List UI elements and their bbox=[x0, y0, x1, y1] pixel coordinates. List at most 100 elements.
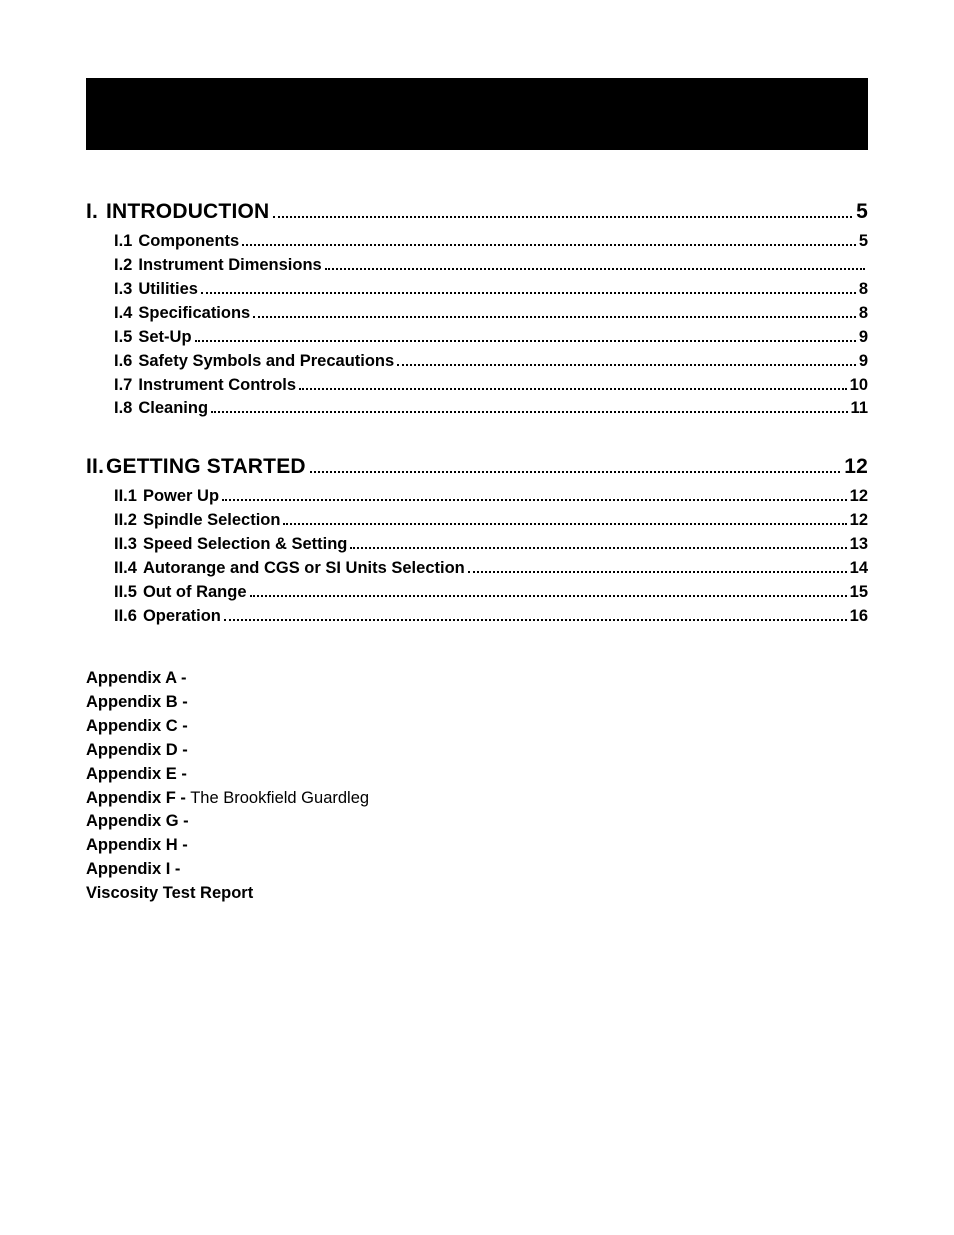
sub-item-title: Utilities bbox=[138, 278, 198, 302]
toc-sub-item: II.4Autorange and CGS or SI Units Select… bbox=[114, 557, 868, 581]
sub-item-title: Speed Selection & Setting bbox=[143, 533, 347, 557]
sub-item-page-number: 9 bbox=[859, 350, 868, 374]
sub-item-number: I.3 bbox=[114, 278, 132, 302]
leader-dots bbox=[222, 499, 847, 501]
table-of-contents: I. INTRODUCTION5 I.1 Components 5 I.2 Instrum… bbox=[86, 200, 868, 629]
sub-item-number: II.6 bbox=[114, 605, 137, 629]
sub-item-number: I.1 bbox=[114, 230, 132, 254]
appendix-label: Appendix G - bbox=[86, 812, 189, 830]
section-page-number: 5 bbox=[856, 200, 868, 224]
sub-item-number: I.5 bbox=[114, 326, 132, 350]
appendix-item: Appendix F - The Brookfield Guardleg bbox=[86, 787, 868, 811]
section-number: I. bbox=[86, 200, 106, 224]
sub-item-number: II.5 bbox=[114, 581, 137, 605]
leader-dots bbox=[211, 411, 848, 413]
leader-dots bbox=[273, 216, 852, 218]
appendix-item: Appendix I - bbox=[86, 858, 868, 882]
toc-section: I. INTRODUCTION5 I.1 Components 5 I.2 Instrum… bbox=[86, 200, 868, 421]
appendix-item: Viscosity Test Report bbox=[86, 882, 868, 906]
sub-item-title: Specifications bbox=[138, 302, 250, 326]
appendix-label: Appendix C - bbox=[86, 717, 188, 735]
toc-sub-list: II.1Power Up12II.2Spindle Selection12II.… bbox=[86, 485, 868, 629]
toc-sub-item: I.5Set-Up9 bbox=[114, 326, 868, 350]
leader-dots bbox=[242, 244, 856, 246]
toc-sub-item: II.5 Out of Range 15 bbox=[114, 581, 868, 605]
sub-item-page-number: 13 bbox=[850, 533, 868, 557]
toc-sub-list: I.1Components5I.2Instrument DimensionsI.… bbox=[86, 230, 868, 421]
leader-dots bbox=[250, 595, 847, 597]
toc-sub-item: II.6 Operation 16 bbox=[114, 605, 868, 629]
sub-item-page-number: 8 bbox=[859, 302, 868, 326]
appendix-item: Appendix H - bbox=[86, 834, 868, 858]
sub-item-page-number: 12 bbox=[850, 485, 868, 509]
appendix-label: Appendix B - bbox=[86, 693, 188, 711]
appendix-label: Appendix A - bbox=[86, 669, 187, 687]
sub-item-title: Autorange and CGS or SI Units Selection bbox=[143, 557, 465, 581]
leader-dots bbox=[201, 292, 856, 294]
sub-item-page-number: 12 bbox=[850, 509, 868, 533]
sub-item-page-number: 8 bbox=[859, 278, 868, 302]
leader-dots bbox=[283, 523, 846, 525]
leader-dots bbox=[325, 268, 865, 270]
sub-item-number: I.8 bbox=[114, 397, 132, 421]
sub-item-title: Cleaning bbox=[138, 397, 208, 421]
sub-item-title: Components bbox=[138, 230, 239, 254]
toc-sub-item: I.3 Utilities 8 bbox=[114, 278, 868, 302]
appendix-item: Appendix E - bbox=[86, 763, 868, 787]
appendix-item: Appendix A - bbox=[86, 667, 868, 691]
sub-item-page-number: 11 bbox=[851, 397, 868, 421]
leader-dots bbox=[310, 471, 840, 473]
sub-item-page-number: 15 bbox=[850, 581, 868, 605]
sub-item-number: I.6 bbox=[114, 350, 132, 374]
toc-sub-item: I.8 Cleaning 11 bbox=[114, 397, 868, 421]
appendix-extra-text: The Brookfield Guardleg bbox=[186, 789, 369, 807]
sub-item-page-number: 10 bbox=[850, 374, 868, 398]
toc-section-heading: II. GETTING STARTED 12 bbox=[86, 455, 868, 479]
leader-dots bbox=[224, 619, 847, 621]
appendix-label: Appendix D - bbox=[86, 741, 188, 759]
toc-sub-item: I.6 Safety Symbols and Precautions 9 bbox=[114, 350, 868, 374]
toc-sub-item: II.3 Speed Selection & Setting 13 bbox=[114, 533, 868, 557]
appendix-label: Appendix I - bbox=[86, 860, 180, 878]
header-black-bar bbox=[86, 78, 868, 150]
appendix-label: Viscosity Test Report bbox=[86, 884, 253, 902]
leader-dots bbox=[350, 547, 846, 549]
toc-sub-item: II.2 Spindle Selection 12 bbox=[114, 509, 868, 533]
page-container: I. INTRODUCTION5 I.1 Components 5 I.2 Instrum… bbox=[0, 0, 954, 906]
sub-item-number: II.1 bbox=[114, 485, 137, 509]
sub-item-page-number: 5 bbox=[859, 230, 868, 254]
leader-dots bbox=[195, 340, 856, 342]
toc-sub-item: I.4 Specifications 8 bbox=[114, 302, 868, 326]
sub-item-number: I.4 bbox=[114, 302, 132, 326]
appendix-item: Appendix G - bbox=[86, 810, 868, 834]
appendix-label: Appendix H - bbox=[86, 836, 188, 854]
appendix-item: Appendix B - bbox=[86, 691, 868, 715]
toc-sub-item: I.7Instrument Controls10 bbox=[114, 374, 868, 398]
sub-item-title: Safety Symbols and Precautions bbox=[138, 350, 394, 374]
toc-sub-item: I.2 Instrument Dimensions bbox=[114, 254, 868, 278]
sub-item-page-number: 9 bbox=[859, 326, 868, 350]
sub-item-title: Instrument Dimensions bbox=[138, 254, 321, 278]
toc-sub-item: I.1 Components 5 bbox=[114, 230, 868, 254]
section-number: II. bbox=[86, 455, 106, 479]
sub-item-title: Out of Range bbox=[143, 581, 247, 605]
sub-item-number: II.3 bbox=[114, 533, 137, 557]
appendix-item: Appendix D - bbox=[86, 739, 868, 763]
toc-sub-item: II.1Power Up12 bbox=[114, 485, 868, 509]
sub-item-title: Spindle Selection bbox=[143, 509, 281, 533]
toc-section-heading: I. INTRODUCTION5 bbox=[86, 200, 868, 224]
sub-item-page-number: 14 bbox=[850, 557, 868, 581]
sub-item-title: Operation bbox=[143, 605, 221, 629]
leader-dots bbox=[253, 316, 856, 318]
section-title: GETTING STARTED bbox=[106, 455, 306, 479]
sub-item-page-number: 16 bbox=[850, 605, 868, 629]
leader-dots bbox=[468, 571, 847, 573]
section-page-number: 12 bbox=[844, 455, 868, 479]
leader-dots bbox=[299, 388, 847, 390]
appendix-list: Appendix A - Appendix B - Appendix C - Appe… bbox=[86, 667, 868, 906]
appendix-label: Appendix F - bbox=[86, 789, 186, 807]
sub-item-number: II.2 bbox=[114, 509, 137, 533]
sub-item-number: I.2 bbox=[114, 254, 132, 278]
appendix-item: Appendix C - bbox=[86, 715, 868, 739]
toc-section: II. GETTING STARTED12II.1Power Up12II.2S… bbox=[86, 455, 868, 629]
